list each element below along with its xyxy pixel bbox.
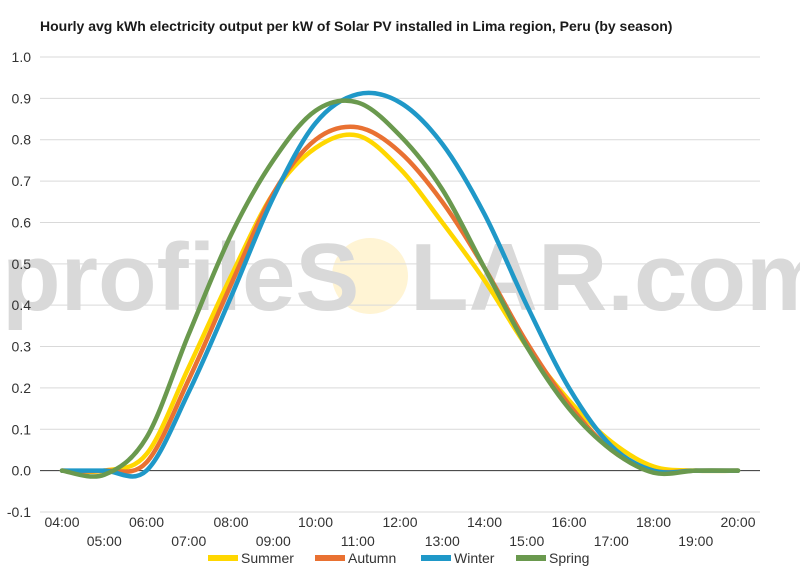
y-tick-label: 0.2 — [12, 380, 32, 396]
series-line-winter — [59, 90, 741, 479]
x-tick-label: 14:00 — [467, 514, 502, 530]
y-tick-label: -0.1 — [7, 504, 31, 520]
x-tick-label: 10:00 — [298, 514, 333, 530]
chart-title: Hourly avg kWh electricity output per kW… — [40, 18, 673, 34]
x-tick-label: 17:00 — [594, 533, 629, 549]
x-tick-label: 05:00 — [87, 533, 122, 549]
legend: Summer Autumn Winter Spring — [208, 550, 589, 566]
legend-label: Autumn — [348, 550, 396, 566]
series-line-summer — [59, 132, 741, 475]
plot-area — [59, 90, 741, 479]
y-tick-label: 0.5 — [12, 256, 32, 272]
x-axis: 04:00 05:00 06:00 07:00 08:00 09:00 10:00 11:00… — [44, 514, 755, 549]
legend-swatch — [315, 555, 345, 561]
x-tick-label: 09:00 — [256, 533, 291, 549]
y-tick-label: 0.6 — [12, 214, 32, 230]
watermark-left-text: profileS — [2, 224, 359, 331]
y-axis: -0.1 0.0 0.1 0.2 0.3 0.4 0.5 0.6 0.7 0.8 0.9 1.0 — [7, 49, 31, 520]
x-tick-label: 20:00 — [720, 514, 755, 530]
x-tick-label: 12:00 — [382, 514, 417, 530]
y-tick-label: 0.3 — [12, 339, 32, 355]
x-tick-label: 15:00 — [509, 533, 544, 549]
series-line-spring — [59, 98, 741, 479]
watermark-right-text: LAR.com — [410, 224, 800, 331]
y-tick-label: 0.8 — [12, 132, 32, 148]
x-tick-label: 06:00 — [129, 514, 164, 530]
x-tick-label: 04:00 — [44, 514, 79, 530]
y-tick-label: 0.7 — [12, 173, 32, 189]
y-tick-label: 1.0 — [12, 49, 32, 65]
x-tick-label: 19:00 — [678, 533, 713, 549]
legend-swatch — [516, 555, 546, 561]
x-tick-label: 18:00 — [636, 514, 671, 530]
y-tick-label: 0.9 — [12, 90, 32, 106]
y-tick-label: 0.4 — [12, 297, 32, 313]
watermark: profileS LAR.com — [2, 224, 800, 331]
grid — [40, 56, 760, 513]
watermark-sun-icon — [332, 238, 408, 314]
y-tick-label: 0.1 — [12, 421, 32, 437]
legend-swatch — [208, 555, 238, 561]
legend-label: Spring — [549, 550, 589, 566]
x-tick-label: 11:00 — [341, 533, 375, 549]
x-tick-label: 07:00 — [171, 533, 206, 549]
x-tick-label: 16:00 — [551, 514, 586, 530]
legend-label: Winter — [454, 550, 495, 566]
legend-label: Summer — [241, 550, 294, 566]
x-tick-label: 13:00 — [425, 533, 460, 549]
x-tick-label: 08:00 — [213, 514, 248, 530]
y-tick-label: 0.0 — [12, 463, 32, 479]
legend-swatch — [421, 555, 451, 561]
